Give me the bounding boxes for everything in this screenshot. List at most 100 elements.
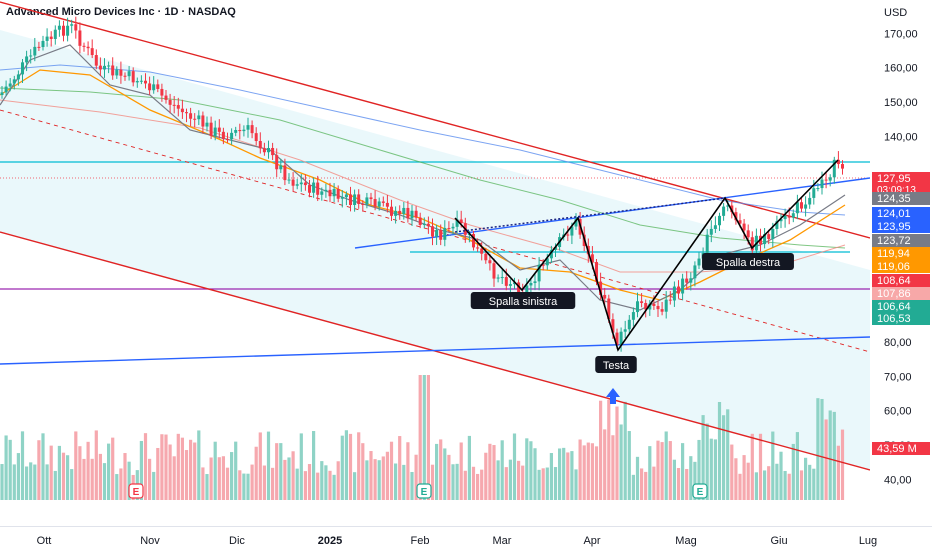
volume-bar xyxy=(496,460,500,500)
volume-bar xyxy=(767,466,771,500)
price-tag-label: 124,35 xyxy=(877,193,911,205)
candle-body xyxy=(394,210,398,216)
volume-bar xyxy=(189,439,193,500)
candle-body xyxy=(414,210,418,218)
volume-bar xyxy=(467,435,471,500)
volume-bar xyxy=(615,406,619,500)
price-tag-label: 127,95 xyxy=(877,173,911,185)
volume-bar xyxy=(66,455,70,500)
volume-bar xyxy=(266,431,271,500)
volume-bar xyxy=(455,463,459,500)
candle-body xyxy=(90,48,94,56)
candle-body xyxy=(377,201,381,207)
price-tag-label: 119,06 xyxy=(877,261,910,273)
candle-body xyxy=(742,223,746,231)
time-tick-label: Giu xyxy=(770,535,787,547)
time-tick-label: Mag xyxy=(675,535,696,547)
volume-bar xyxy=(394,463,398,500)
price-tag-label: 123,72 xyxy=(877,235,911,247)
volume-bar xyxy=(648,446,652,500)
candle-body xyxy=(406,207,410,219)
candle-body xyxy=(185,112,188,114)
volume-bar xyxy=(406,442,410,500)
candle-body xyxy=(336,189,340,199)
time-tick-label: Nov xyxy=(140,535,160,547)
volume-bar xyxy=(262,465,266,500)
volume-bar xyxy=(246,473,250,500)
candle-body xyxy=(357,194,361,205)
channel-fill xyxy=(0,30,870,470)
candle-body xyxy=(82,45,86,47)
volume-bar xyxy=(439,439,443,500)
ma-100-line xyxy=(0,87,846,249)
candle-body xyxy=(426,223,430,227)
candle-body xyxy=(279,165,283,170)
volume-bar xyxy=(373,459,377,500)
volume-bar xyxy=(271,467,275,500)
candle-body xyxy=(800,202,803,209)
volume-bar xyxy=(279,443,283,500)
volume-bar xyxy=(685,468,689,500)
volume-bar xyxy=(402,464,406,500)
candle-body xyxy=(37,46,41,48)
candle-body xyxy=(168,99,172,105)
volume-bar xyxy=(541,468,545,500)
earnings-marker-label: E xyxy=(421,487,428,498)
candle-body xyxy=(283,165,287,181)
head-shoulders-pattern xyxy=(454,159,839,352)
volume-bar xyxy=(758,433,763,500)
volume-bar xyxy=(529,441,533,500)
price-tick-label: 170,00 xyxy=(884,28,918,40)
volume-bar xyxy=(545,467,549,500)
candle-body xyxy=(8,83,12,87)
price-tag xyxy=(872,442,930,455)
volume-bar xyxy=(738,473,742,500)
volume-bar xyxy=(435,443,439,500)
volume-bar xyxy=(193,442,197,500)
volume-bar xyxy=(488,443,492,500)
candle-body xyxy=(611,319,615,333)
candle-body xyxy=(422,223,426,225)
candle-body xyxy=(217,127,221,132)
volume-bar xyxy=(701,415,705,500)
volume-bar xyxy=(517,460,521,500)
candle-body xyxy=(0,92,4,95)
volume-bar xyxy=(385,451,389,500)
candle-body xyxy=(353,194,357,206)
volume-bar xyxy=(640,468,644,500)
price-tag-label: 108,64 xyxy=(877,275,911,287)
volume-bar xyxy=(746,462,750,500)
candle-body xyxy=(94,55,98,66)
volume-bar xyxy=(90,458,94,500)
candle-body xyxy=(607,298,611,320)
volume-bar xyxy=(49,445,53,500)
candle-body xyxy=(439,229,443,240)
buy-arrow-icon xyxy=(606,388,620,404)
candle-body xyxy=(730,205,734,213)
candle-body xyxy=(209,122,213,136)
candle-body xyxy=(74,24,78,31)
volume-bar xyxy=(82,458,86,500)
volume-bar xyxy=(709,438,713,500)
volume-bar xyxy=(250,464,254,500)
volume-bar xyxy=(574,469,578,500)
candle-body xyxy=(746,230,750,238)
volume-bar xyxy=(812,468,816,500)
price-tag xyxy=(872,247,930,260)
volume-bar xyxy=(303,471,307,500)
candle-body xyxy=(824,179,828,181)
candle-body xyxy=(648,303,652,310)
volume-bar xyxy=(521,465,525,500)
volume-bar xyxy=(152,471,156,500)
price-tag xyxy=(872,234,930,247)
volume-bar xyxy=(320,461,324,500)
candle-body xyxy=(541,264,545,266)
volume-bar xyxy=(660,442,664,500)
volume-bar xyxy=(324,465,328,500)
candle-body xyxy=(775,221,779,229)
volume-bar xyxy=(344,430,348,500)
candle-body xyxy=(418,217,422,225)
candle-body xyxy=(763,234,767,245)
candle-body xyxy=(722,206,726,216)
